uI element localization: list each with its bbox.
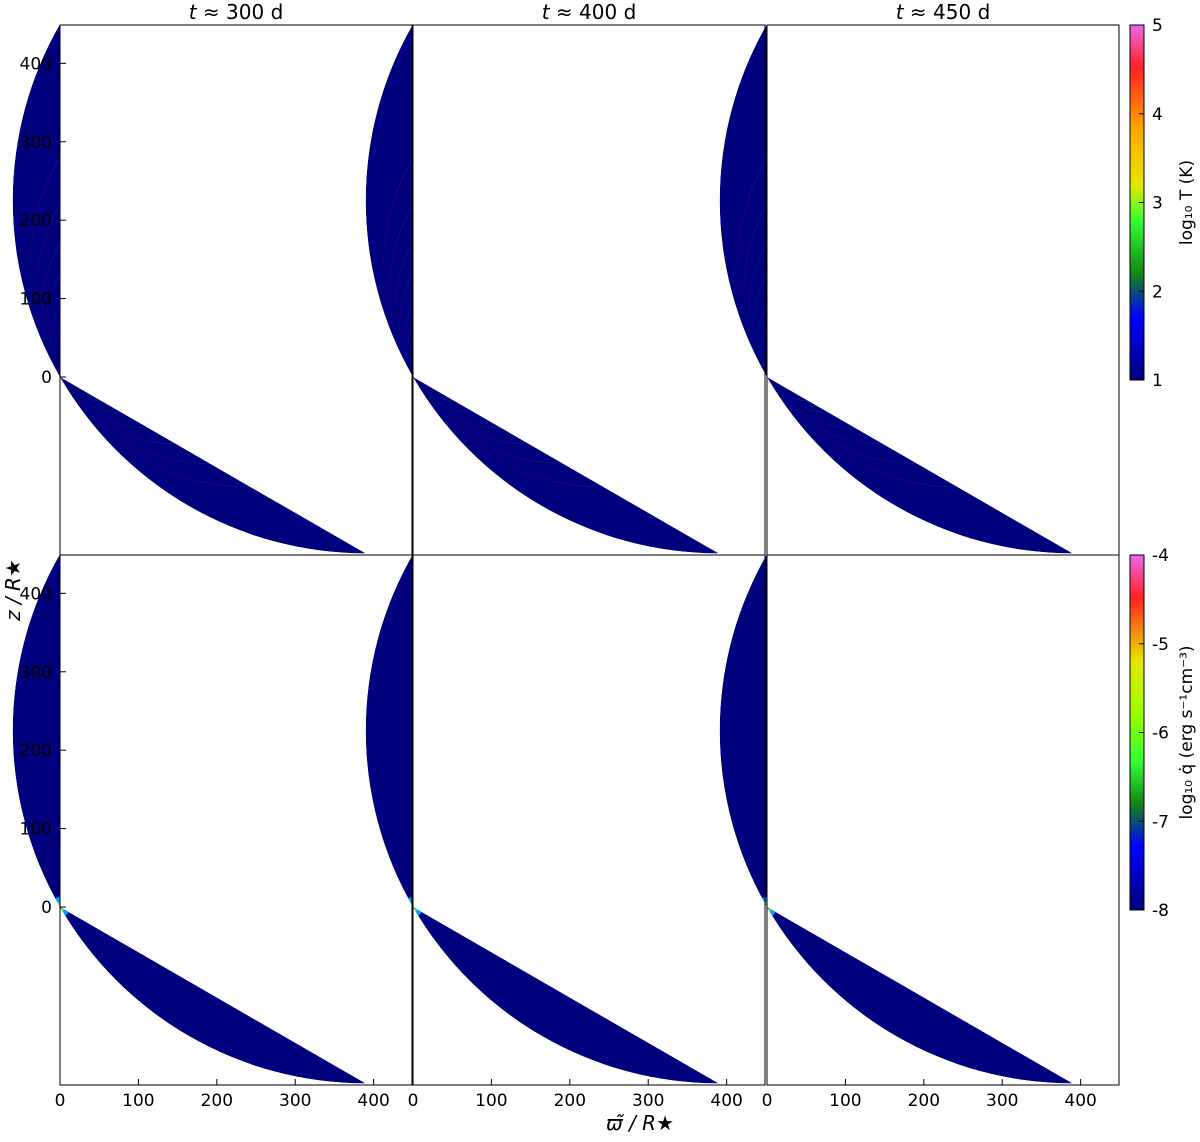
dashed-contour	[766, 686, 988, 1018]
solid-contour	[766, 780, 894, 971]
y-tick-label: 0	[41, 368, 52, 388]
y-tick-label: 200	[20, 211, 52, 231]
y-tick-label: 100	[20, 820, 52, 840]
heating-panel-1	[12, 554, 366, 1084]
x-tick-label: 100	[475, 1091, 507, 1111]
x-tick-label: 100	[122, 1091, 154, 1111]
colorbar-tick-label: -6	[1152, 724, 1169, 744]
x-axis-label: ϖ̃ / R★	[606, 1111, 674, 1135]
panel-frame	[412, 24, 766, 556]
panel-frame	[59, 24, 413, 556]
colorbar-label-1: log₁₀ T (K)	[1177, 160, 1197, 245]
x-tick-label: 100	[829, 1091, 861, 1111]
dashed-contour	[59, 772, 195, 975]
x-tick-label: 0	[762, 1091, 773, 1111]
x-tick-label: 400	[710, 1091, 742, 1111]
x-tick-label: 300	[279, 1091, 311, 1111]
colorbar-tick-label: -8	[1152, 901, 1169, 921]
dashed-contour	[766, 827, 847, 947]
cold-background	[12, 24, 366, 554]
colorbar-tick-label: 3	[1152, 194, 1163, 214]
x-tick-label: 400	[357, 1091, 389, 1111]
colorbar-label-2: log₁₀ q̇ (erg s⁻¹cm⁻³)	[1177, 645, 1197, 819]
y-tick-label: 300	[20, 133, 52, 153]
cold-background	[365, 554, 719, 1084]
solid-contour	[59, 866, 101, 928]
x-tick-label: 300	[632, 1091, 664, 1111]
dashed-contour	[412, 718, 602, 1002]
cold-background	[365, 24, 719, 554]
temperature-panel-1	[12, 24, 366, 554]
colorbar-tick-label: -5	[1152, 635, 1169, 655]
colorbar-tick-label: -4	[1152, 546, 1169, 566]
solid-contour	[766, 855, 819, 933]
solid-contour	[412, 859, 461, 931]
x-tick-label: 400	[1064, 1091, 1096, 1111]
y-tick-label: 100	[20, 290, 52, 310]
y-tick-label: 400	[20, 54, 52, 74]
column-title-1: t ≈ 300 d	[189, 0, 284, 24]
y-tick-label: 200	[20, 741, 52, 761]
solid-contour	[412, 796, 524, 963]
x-tick-label: 200	[908, 1091, 940, 1111]
x-tick-label: 300	[986, 1091, 1018, 1111]
emitting-shell	[60, 729, 278, 883]
x-tick-label: 200	[201, 1091, 233, 1111]
cold-background	[719, 554, 1073, 1084]
y-axis-label: z / R★	[1, 559, 25, 622]
cold-background	[719, 24, 1073, 554]
temperature-panel-2	[365, 24, 719, 554]
panel-frame	[766, 554, 1120, 1086]
cold-background	[12, 554, 366, 1084]
colorbar-tick-label: 2	[1152, 282, 1163, 302]
x-tick-label: 0	[408, 1091, 419, 1111]
y-tick-label: 400	[20, 584, 52, 604]
x-tick-label: 0	[55, 1091, 66, 1111]
panel-frame	[766, 24, 1120, 556]
column-title-3: t ≈ 450 d	[896, 0, 991, 24]
temperature-panel-3	[719, 24, 1073, 554]
colorbar-tick-label: 5	[1152, 16, 1163, 36]
solid-contour	[59, 830, 136, 946]
colorbar-tick-label: -7	[1152, 812, 1169, 832]
heating-panel-2	[365, 554, 719, 1084]
colorbar-tick-label: 4	[1152, 105, 1163, 125]
panel-frame	[412, 554, 766, 1086]
colorbar-tick-label: 1	[1152, 371, 1163, 391]
x-tick-label: 200	[554, 1091, 586, 1111]
column-title-2: t ≈ 400 d	[542, 0, 637, 24]
panel-frame	[59, 554, 413, 1086]
y-tick-label: 0	[41, 898, 52, 918]
shell-peak	[60, 729, 278, 881]
y-tick-label: 300	[20, 663, 52, 683]
heating-panel-3	[719, 554, 1073, 1084]
dashed-contour	[59, 849, 118, 936]
shell-front	[60, 729, 278, 882]
dashed-contour	[412, 831, 489, 945]
